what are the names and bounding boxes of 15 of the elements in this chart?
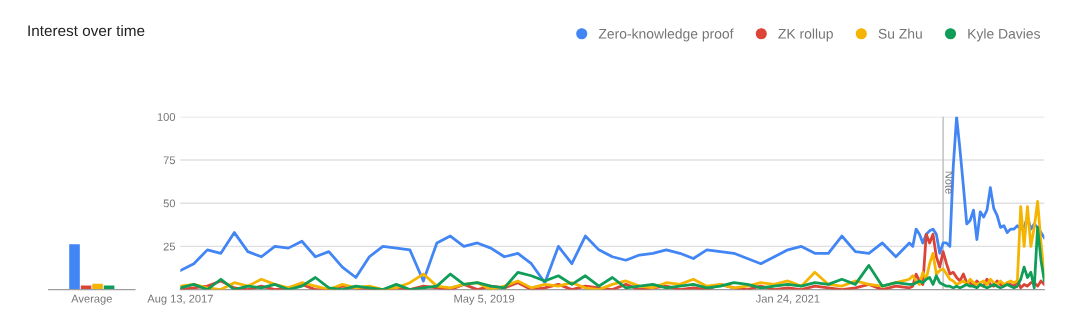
ref-line-label: Note <box>945 171 954 194</box>
x-tick-label: May 5, 2019 <box>454 294 515 305</box>
y-tick-label: 25 <box>163 242 176 251</box>
x-tick-label: Jan 24, 2021 <box>755 294 820 304</box>
legend-label: ZK rollup <box>778 28 833 42</box>
x-tick-label: Average <box>71 294 112 305</box>
y-tick-label: 75 <box>163 156 176 165</box>
legend-label: Kyle Davies <box>968 28 1040 42</box>
legend-label: Su Zhu <box>878 28 922 39</box>
legend-label: Zero-knowledge proof <box>598 28 734 42</box>
y-tick-label: 100 <box>157 113 176 121</box>
line-series <box>180 116 1045 285</box>
x-tick-label: Aug 13, 2017 <box>147 294 213 305</box>
chart-title: Interest over time <box>28 24 145 37</box>
y-tick-label: 50 <box>163 199 176 208</box>
